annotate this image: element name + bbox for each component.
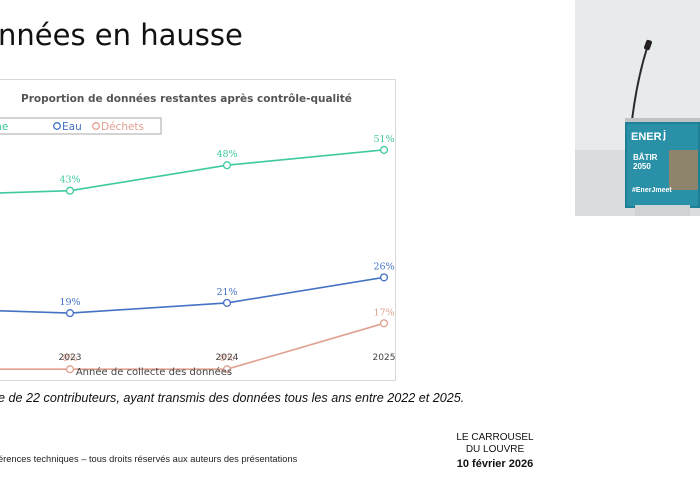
data-label-2-3: 17% [373, 307, 394, 318]
legend-marker-2 [92, 122, 100, 130]
lectern-year: 2050 [633, 162, 651, 171]
x-tick-label-2: 2025 [373, 353, 396, 363]
data-point-1-1 [65, 309, 75, 318]
x-axis: 2023 2024 2025 [59, 353, 396, 363]
venue-name: LE CARROUSEL DU LOUVRE [440, 432, 550, 456]
data-label-0-1: 43% [59, 175, 80, 186]
lectern-illustration: ENER j BÂTIR 2050 #EnerJmeet [575, 0, 700, 216]
chart-legend: Carbone Eau Déchets [0, 121, 144, 133]
data-point-0-1 [65, 186, 75, 195]
chart-canvas: Proportion de données restantes après co… [0, 93, 396, 378]
data-label-1-2: 21% [216, 287, 237, 298]
data-point-2-2 [222, 365, 232, 374]
legend-marker-1 [53, 122, 61, 130]
lectern-tagline: BÂTIR [633, 153, 658, 162]
data-label-2-2: 8% [219, 353, 234, 364]
line-chart: Proportion de données restantes après co… [0, 79, 396, 381]
x-tick-label-0: 2023 [59, 353, 82, 363]
lectern-brand: ENER [631, 131, 662, 143]
chart-series: 43% 48% 51% 19% 21% 26% 8% 8% 17% [0, 134, 395, 374]
footer-copyright: érences techniques – tous droits réservé… [0, 454, 298, 464]
legend-box [0, 117, 162, 135]
chart-title: Proportion de données restantes après co… [21, 93, 352, 105]
series-line-2 [0, 322, 385, 370]
data-label-1-1: 19% [59, 297, 80, 308]
data-label-2-1: 8% [62, 353, 77, 364]
lectern-hashtag: #EnerJmeet [632, 187, 672, 194]
data-point-0-3 [379, 145, 389, 154]
series-line-0 [0, 149, 385, 194]
event-date: 10 février 2026 [456, 458, 534, 470]
legend-label-0: Carbone [0, 121, 8, 133]
data-point-2-1 [65, 365, 75, 374]
x-tick-label-1: 2024 [216, 353, 239, 363]
data-label-0-3: 51% [373, 134, 394, 145]
data-point-1-2 [222, 298, 232, 307]
data-point-1-3 [379, 273, 389, 282]
lectern-brand-j: j [662, 129, 666, 141]
legend-label-2: Déchets [101, 121, 144, 133]
x-axis-label: Année de collecte des données [76, 366, 232, 378]
series-line-1 [0, 276, 385, 314]
venue-line-1: LE CARROUSEL [456, 432, 534, 443]
footnote: e de 22 contributeurs, ayant transmis de… [0, 391, 465, 405]
legend-label-1: Eau [62, 121, 82, 133]
data-label-1-3: 26% [373, 261, 394, 272]
venue-line-2: DU LOUVRE [465, 444, 525, 455]
data-point-2-3 [379, 319, 389, 328]
slide-title: nnées en hausse [0, 18, 243, 52]
speaker-lectern-photo: ENER j BÂTIR 2050 #EnerJmeet [575, 0, 700, 216]
data-label-0-2: 48% [216, 149, 237, 160]
data-point-0-2 [222, 161, 232, 170]
